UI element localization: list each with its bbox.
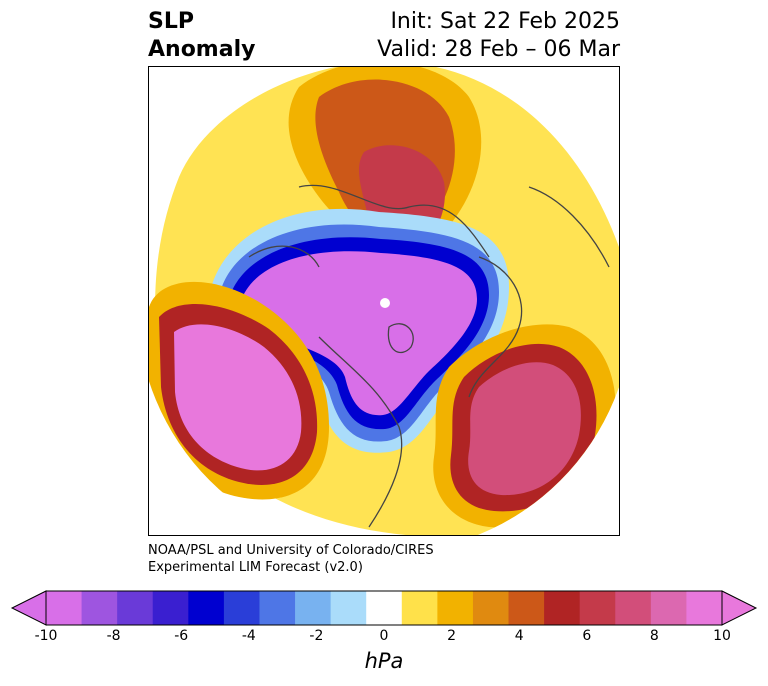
colorbar-segment	[544, 591, 581, 625]
tick-label: 8	[649, 628, 659, 644]
credit-line-1: NOAA/PSL and University of Colorado/CIRE…	[148, 543, 434, 558]
colorbar-segment	[615, 591, 652, 625]
colorbar-ticks: -10 -8 -6 -4 -2 0 2 4 6 8 10	[0, 628, 768, 648]
colorbar-segment	[401, 591, 438, 625]
colorbar-max-extension	[721, 590, 758, 626]
colorbar-segment	[46, 591, 83, 625]
colorbar-segment	[579, 591, 616, 625]
colorbar-segment	[437, 591, 474, 625]
title-line-1: SLP	[148, 9, 194, 34]
coastlines	[248, 184, 610, 528]
colorbar-segment	[650, 591, 687, 625]
credit-text: NOAA/PSL and University of Colorado/CIRE…	[148, 542, 434, 576]
init-date: Init: Sat 22 Feb 2025	[390, 9, 620, 34]
colorbar-segment	[259, 591, 296, 625]
colorbar-segment	[223, 591, 260, 625]
colorbar-segment	[117, 591, 154, 625]
colorbar-segment	[366, 591, 403, 625]
positive-pacific-core	[174, 324, 302, 471]
tick-label: -4	[241, 628, 256, 644]
tick-label: -8	[106, 628, 121, 644]
valid-dates: Valid: 28 Feb – 06 Mar	[377, 37, 620, 62]
colorbar-segment	[152, 591, 189, 625]
tick-label: 4	[514, 628, 524, 644]
colorbar-segment	[686, 591, 723, 625]
negative-core-violet	[239, 251, 477, 416]
colorbar-segment	[188, 591, 225, 625]
tick-label: -10	[34, 628, 58, 644]
colorbar-unit-label: hPa	[364, 649, 404, 673]
tick-label: -6	[174, 628, 189, 644]
colorbar-segment	[330, 591, 367, 625]
tick-label: 0	[379, 628, 389, 644]
forecast-dates: Init: Sat 22 Feb 2025 Valid: 28 Feb – 06…	[377, 8, 620, 64]
map-svg	[149, 67, 619, 535]
positive-atlantic-core	[468, 362, 581, 496]
tick-label: -2	[309, 628, 324, 644]
colorbar-min-extension	[10, 590, 47, 626]
colorbar-segment	[295, 591, 332, 625]
colorbar-segment	[508, 591, 545, 625]
colorbar-outline	[45, 590, 723, 626]
tick-label: 10	[713, 628, 731, 644]
colorbar-segment	[81, 591, 118, 625]
slp-anomaly-map	[148, 66, 620, 536]
map-title: SLP Anomaly	[148, 8, 255, 64]
colorbar-segment	[472, 591, 510, 625]
tick-label: 2	[447, 628, 457, 644]
tick-label: 6	[582, 628, 592, 644]
credit-line-2: Experimental LIM Forecast (v2.0)	[148, 560, 363, 575]
colorbar	[10, 590, 758, 626]
north-pole-marker	[380, 298, 390, 308]
title-line-2: Anomaly	[148, 37, 256, 62]
